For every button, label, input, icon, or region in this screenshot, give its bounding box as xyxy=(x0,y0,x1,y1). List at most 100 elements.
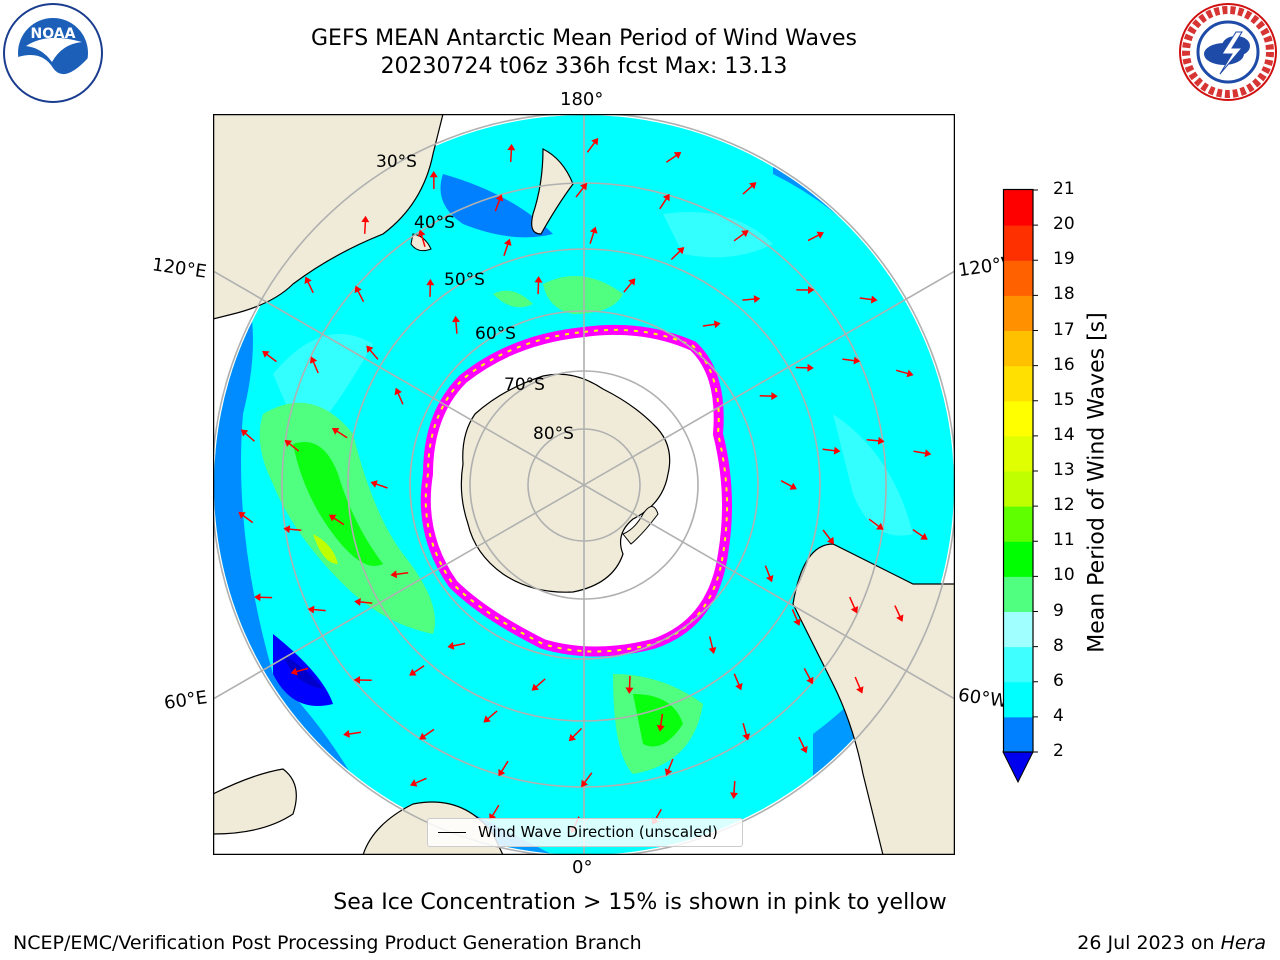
colorbar xyxy=(1002,188,1038,784)
wave-arrow-head xyxy=(307,605,315,614)
wave-arrow-shaft xyxy=(702,323,716,327)
colorbar-tick-label: 15 xyxy=(1053,389,1075,410)
wave-arrow-shaft xyxy=(628,675,631,689)
wave-arrow-shaft xyxy=(849,596,856,609)
wave-arrow-head xyxy=(766,575,774,583)
wave-arrow-shaft xyxy=(420,234,426,248)
legend-line-sample xyxy=(438,832,466,833)
wave-arrow-head xyxy=(673,152,682,159)
polar-map xyxy=(213,114,955,855)
wave-arrow-head xyxy=(581,779,589,788)
wave-arrow-head xyxy=(447,641,455,650)
colorbar-tick-label: 18 xyxy=(1053,284,1075,305)
wave-arrow-head xyxy=(394,387,402,396)
wave-arrow-head xyxy=(426,278,435,286)
wave-arrow-shaft xyxy=(913,450,927,455)
wave-arrow-head xyxy=(429,171,438,178)
wave-arrow-shaft xyxy=(295,667,309,673)
lon-label-120e: 120°E xyxy=(150,254,208,283)
wave-arrow-head xyxy=(589,226,598,234)
wave-arrow-shaft xyxy=(586,141,596,153)
wave-arrow-head xyxy=(410,779,418,787)
wave-arrow-shaft xyxy=(535,678,546,688)
wave-arrow-head xyxy=(853,356,861,365)
wave-arrow-head xyxy=(708,647,717,654)
wave-arrow-head xyxy=(656,724,665,732)
lat-label-80s: 80°S xyxy=(533,424,574,444)
wave-arrow-head xyxy=(808,286,815,294)
wave-arrow-head xyxy=(534,276,543,283)
colorbar-tick-label: 14 xyxy=(1053,424,1075,445)
colorbar-band xyxy=(1004,471,1033,507)
wave-arrow-head xyxy=(664,768,673,776)
wave-arrow-shaft xyxy=(764,565,771,578)
wave-arrow-head xyxy=(628,278,636,286)
colorbar-band xyxy=(1004,260,1033,296)
wave-arrow-head xyxy=(807,363,814,372)
lat-label-50s: 50°S xyxy=(444,270,485,290)
wave-arrow-shaft xyxy=(359,601,373,604)
colorbar-tick-label: 6 xyxy=(1053,670,1064,691)
wave-arrow-head xyxy=(353,676,361,684)
colorbar-band xyxy=(1004,681,1033,718)
wave-arrow-head xyxy=(283,525,291,534)
wave-arrow-shaft xyxy=(868,518,880,528)
wave-arrow-head xyxy=(238,511,246,519)
wave-arrow-head xyxy=(419,732,427,740)
colorbar-band xyxy=(1004,330,1033,367)
wave-arrow-shaft xyxy=(503,243,509,256)
wave-arrow-shaft xyxy=(822,529,832,541)
wave-arrow-shaft xyxy=(803,668,811,680)
wave-arrow-head xyxy=(662,193,670,202)
colorbar-tick-label: 20 xyxy=(1053,214,1075,235)
lat-label-40s: 40°S xyxy=(414,213,455,233)
wave-arrow-head xyxy=(304,276,312,284)
wave-arrow-head xyxy=(735,683,743,691)
wave-arrow-head xyxy=(753,295,761,303)
wave-arrow-shaft xyxy=(288,442,300,452)
wave-arrow-head xyxy=(328,514,337,522)
wave-arrow-shaft xyxy=(332,517,345,526)
wave-arrow-shaft xyxy=(363,221,367,234)
lon-label-0: 0° xyxy=(572,857,593,878)
lat-label-60s: 60°S xyxy=(475,324,516,344)
wave-arrow-shaft xyxy=(313,608,326,612)
noaa-logo: NOAA xyxy=(3,3,103,103)
colorbar-band xyxy=(1004,506,1033,542)
new-zealand-land xyxy=(531,148,574,235)
wave-arrow-shaft xyxy=(733,781,736,794)
colorbar-band xyxy=(1004,190,1033,226)
wave-arrow-head xyxy=(850,606,859,614)
footer-date: 26 Jul 2023 on Hera xyxy=(1077,932,1266,954)
wave-arrow-shaft xyxy=(708,636,714,649)
sea-ice-caption: Sea Ice Concentration > 15% is shown in … xyxy=(333,890,947,915)
wave-arrow-shaft xyxy=(452,642,466,647)
wave-arrow-head xyxy=(906,369,914,378)
wave-arrow-head xyxy=(452,315,460,323)
longitude-lines xyxy=(213,114,955,855)
wave-arrow-head xyxy=(793,618,801,626)
colorbar-band xyxy=(1004,716,1033,753)
wave-arrow-shaft xyxy=(242,514,254,524)
wave-arrow-head xyxy=(531,683,539,691)
wave-arrow-shaft xyxy=(487,710,498,720)
colorbar-tick-label: 11 xyxy=(1053,530,1075,551)
wave-arrow-head xyxy=(742,733,751,741)
wave-arrow-shaft xyxy=(572,727,583,738)
wave-arrow-head xyxy=(254,593,261,602)
wave-arrow-shaft xyxy=(665,154,678,163)
wave-arrow-shaft xyxy=(336,430,348,439)
wave-arrow-head xyxy=(361,215,370,223)
wave-arrow-shaft xyxy=(742,722,748,736)
map-frame xyxy=(213,114,955,855)
wave-arrow-shaft xyxy=(912,528,924,538)
wave-arrow-shaft xyxy=(895,369,909,375)
wave-arrow-shaft xyxy=(575,186,585,198)
wave-arrow-head xyxy=(331,428,340,435)
wave-arrow-head xyxy=(816,231,824,239)
wave-arrow-head xyxy=(409,668,417,676)
lat-label-30s: 30°S xyxy=(376,152,417,172)
wave-arrow-shaft xyxy=(733,673,740,686)
wave-arrow-head xyxy=(366,345,374,353)
wave-arrow-shaft xyxy=(583,772,593,784)
